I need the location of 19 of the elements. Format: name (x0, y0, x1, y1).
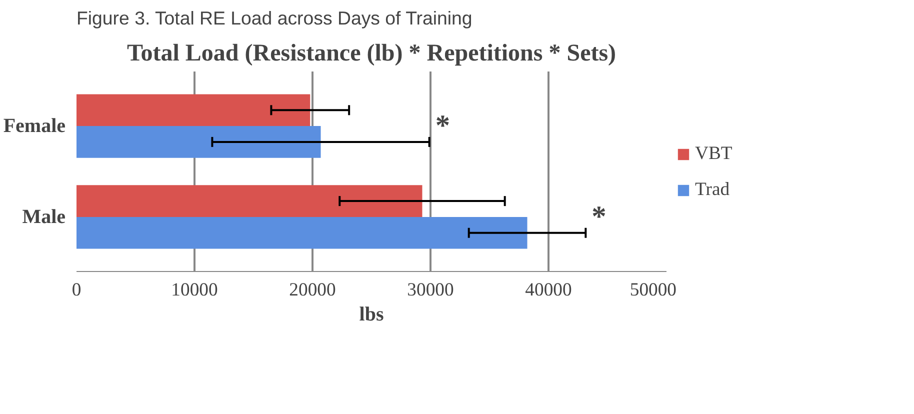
x-tick-label: 20000 (289, 280, 336, 300)
bar (76, 216, 528, 249)
x-tick-label: 40000 (525, 280, 572, 300)
x-tick-label: 50000 (630, 280, 676, 300)
y-tick-label: Female (3, 115, 66, 138)
caption: Figure 3. Total RE Load across Days of Training (76, 8, 472, 28)
x-tick-label: 30000 (407, 280, 454, 300)
bar (76, 126, 321, 158)
annotation: * (592, 200, 606, 233)
annotation: * (435, 110, 450, 142)
bar (76, 94, 310, 126)
legend-label: Trad (695, 179, 730, 201)
x-tick-label: 0 (72, 280, 82, 300)
chart-title: Total Load (Resistance (lb) * Repetitions * Sets) (126, 40, 616, 66)
x-axis-title: lbs (359, 304, 384, 326)
legend-label: VBT (695, 143, 732, 165)
x-tick-label: 10000 (171, 280, 218, 300)
bar (76, 185, 422, 217)
y-tick-label: Male (22, 206, 66, 228)
